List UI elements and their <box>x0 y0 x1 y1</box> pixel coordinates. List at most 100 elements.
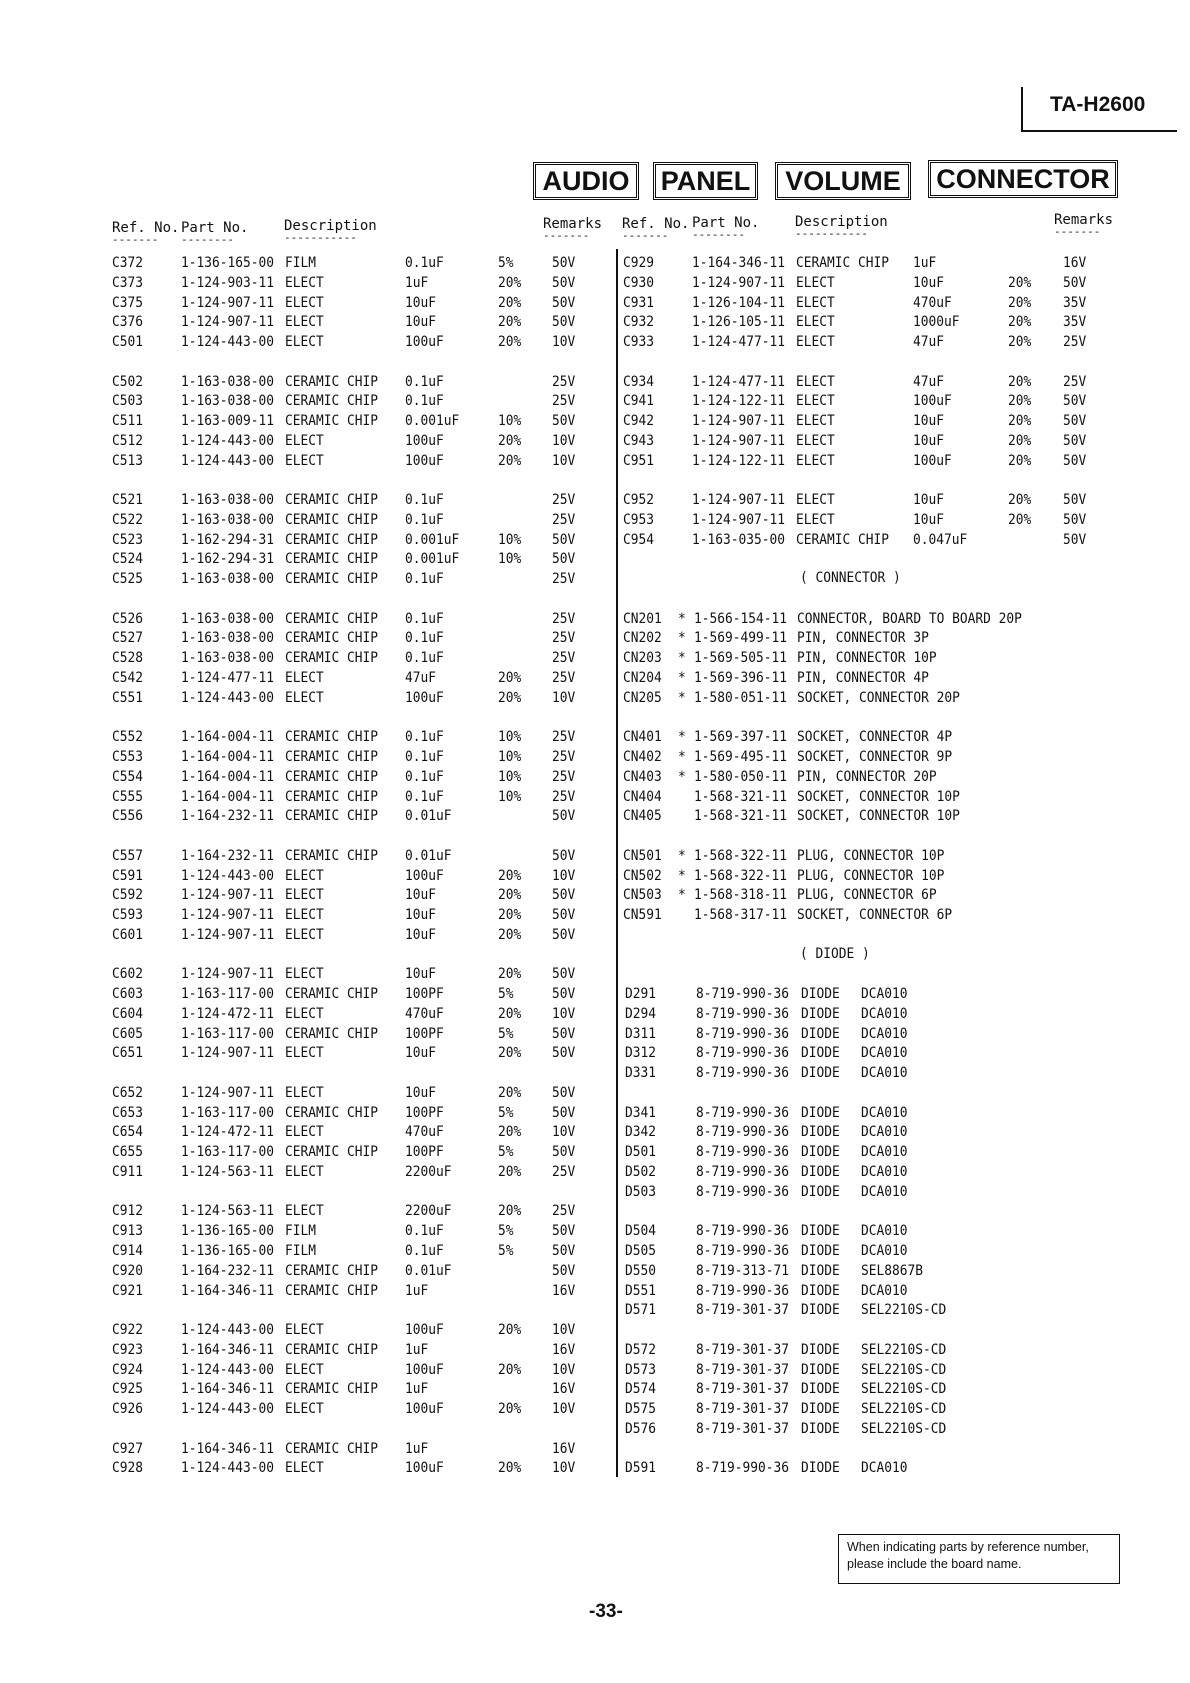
cell-tol: 20% <box>498 1322 522 1339</box>
cell-ref: C911 <box>112 1163 144 1180</box>
cell-value: 47uF <box>405 669 437 686</box>
cell-volt: 16V <box>552 1341 576 1358</box>
cell-tol: 10% <box>498 788 522 805</box>
cell-volt: 25V <box>552 393 576 410</box>
cell-part: 1-124-907-11 <box>692 274 786 291</box>
cell-value: 10uF <box>405 966 437 983</box>
cell-desc: CERAMIC CHIP <box>285 788 379 805</box>
cell-part: 1-566-154-11 <box>694 610 788 627</box>
cell-part: 1-124-907-11 <box>181 966 275 983</box>
board-name-note: When indicating parts by reference numbe… <box>838 1534 1120 1584</box>
cell-volt: 50V <box>552 551 576 568</box>
cell-volt: 25V <box>552 610 576 627</box>
cell-part: 1-164-004-11 <box>181 768 275 785</box>
cell-ref: D504 <box>625 1223 657 1240</box>
cell-part: 1-124-907-11 <box>181 907 275 924</box>
cell-volt: 10V <box>552 1005 576 1022</box>
cell-tol: 20% <box>1008 274 1032 291</box>
cell-part: 8-719-990-36 <box>696 1460 790 1477</box>
cell-part: 1-569-499-11 <box>694 630 788 647</box>
header-ref-label: Ref. No. <box>112 220 180 236</box>
cell-part: 1-568-321-11 <box>694 788 788 805</box>
cell-ref: C651 <box>112 1045 144 1062</box>
cell-volt: 25V <box>552 1163 576 1180</box>
header-desc-left: Description ----------- <box>284 218 377 244</box>
cell-ref: D312 <box>625 1045 657 1062</box>
section-heading: ( CONNECTOR ) <box>800 570 901 587</box>
cell-desc: SOCKET, CONNECTOR 10P <box>797 788 960 805</box>
cell-part: 1-163-038-00 <box>181 650 275 667</box>
cell-part: 1-163-117-00 <box>181 986 275 1003</box>
cell-part: 1-164-346-11 <box>181 1282 275 1299</box>
cell-tol: 5% <box>498 255 514 271</box>
cell-value: 0.1uF <box>405 729 444 746</box>
cell-desc: DIODE <box>801 1460 840 1477</box>
cell-ref: C925 <box>112 1381 144 1398</box>
cell-ref: D550 <box>625 1262 657 1279</box>
cell-value: 0.1uF <box>405 511 444 528</box>
cell-tol: 20% <box>1008 432 1032 449</box>
cell-desc: FILM <box>285 255 317 271</box>
cell-part: 1-569-505-11 <box>694 650 788 667</box>
cell-volt: 10V <box>552 334 576 351</box>
cell-value: 2200uF <box>405 1163 452 1180</box>
cell-desc: ELECT <box>285 1045 324 1062</box>
cell-ref: C920 <box>112 1262 144 1279</box>
cell-desc: FILM <box>285 1223 317 1240</box>
cell-volt: 16V <box>1063 255 1087 271</box>
cell-ref: C522 <box>112 511 144 528</box>
header-part-right: Part No. -------- <box>692 215 760 241</box>
cell-desc: DIODE <box>801 1045 840 1062</box>
cell-value: 100PF <box>405 1025 444 1042</box>
cell-desc: DIODE <box>801 1282 840 1299</box>
cell-part: 1-568-321-11 <box>694 808 788 825</box>
cell-tol: 20% <box>498 314 522 331</box>
cell-value: 100PF <box>405 1104 444 1121</box>
cell-value: 100uF <box>405 1322 444 1339</box>
cell-value: 100uF <box>405 432 444 449</box>
cell-volt: 50V <box>552 314 576 331</box>
cell-desc: CERAMIC CHIP <box>285 571 379 588</box>
cell-desc: SOCKET, CONNECTOR 9P <box>797 749 953 765</box>
cell-volt: 25V <box>1063 373 1087 390</box>
cell-tol: 10% <box>498 768 522 785</box>
cell-part: 8-719-990-36 <box>696 1005 790 1022</box>
cell-ref: C927 <box>112 1440 144 1457</box>
cell-part: 1-124-907-11 <box>692 511 786 528</box>
cell-part: 1-124-477-11 <box>692 334 786 351</box>
cell-ref: D551 <box>625 1282 657 1299</box>
cell-part: 8-719-990-36 <box>696 1183 790 1200</box>
cell-desc: CERAMIC CHIP <box>285 847 379 864</box>
cell-part: 1-124-477-11 <box>181 669 275 686</box>
cell-volt: 50V <box>552 887 576 904</box>
cell-ref: CN205 <box>623 689 662 706</box>
cell-part: 1-162-294-31 <box>181 531 275 548</box>
cell-volt: 50V <box>552 531 576 548</box>
cell-value: 0.1uF <box>405 571 444 588</box>
cell-value: 1000uF <box>913 314 960 331</box>
cell-ref: CN591 <box>623 907 662 924</box>
cell-tol: 5% <box>498 1025 514 1042</box>
cell-value: 100uF <box>913 393 952 410</box>
cell-part: 1-568-318-11 <box>694 887 788 904</box>
cell-desc: PLUG, CONNECTOR 10P <box>797 867 945 884</box>
cell-tol: 10% <box>498 413 522 430</box>
cell-desc: ELECT <box>285 1124 324 1141</box>
cell-volt: 50V <box>1063 531 1087 548</box>
cell-part: 1-164-346-11 <box>181 1440 275 1457</box>
cell-part: 1-164-346-11 <box>692 255 786 271</box>
cell-value: 2200uF <box>405 1203 452 1220</box>
cell-tol: 10% <box>498 729 522 746</box>
cell-desc: ELECT <box>796 274 835 291</box>
cell-part: 1-124-907-11 <box>181 294 275 311</box>
cell-ref: C553 <box>112 749 144 765</box>
cell-desc: ELECT <box>285 867 324 884</box>
cell-ref: D501 <box>625 1144 657 1161</box>
cell-volt: 50V <box>1063 274 1087 291</box>
cell-part: 1-124-443-00 <box>181 1401 275 1418</box>
cell-value: 0.001uF <box>405 531 460 548</box>
cell-desc: DIODE <box>801 1302 840 1319</box>
cell-tol: 5% <box>498 1104 514 1121</box>
cell-desc: ELECT <box>796 413 835 430</box>
cell-volt: 50V <box>552 274 576 291</box>
